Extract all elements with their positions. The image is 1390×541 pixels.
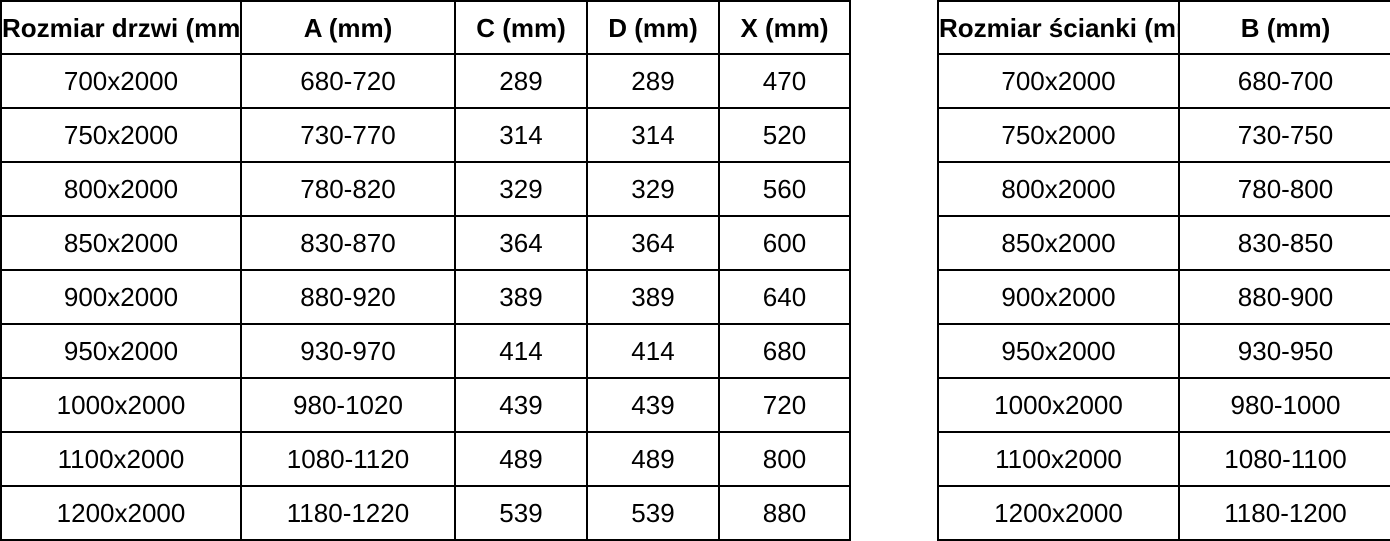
table-row: 1000x2000 980-1000 — [937, 377, 1390, 433]
table-row: 700x2000 680-720 289 289 470 — [0, 53, 851, 109]
table-cell: 1100x2000 — [0, 431, 242, 487]
table-cell: 489 — [454, 431, 588, 487]
table-cell: 539 — [586, 485, 720, 541]
table-cell: 930-970 — [240, 323, 456, 379]
column-header: A (mm) — [240, 0, 456, 55]
table-cell: 680 — [718, 323, 851, 379]
table-cell: 470 — [718, 53, 851, 109]
table-row: 950x2000 930-950 — [937, 323, 1390, 379]
table-row: 800x2000 780-820 329 329 560 — [0, 161, 851, 217]
table-cell: 289 — [586, 53, 720, 109]
table-cell: 980-1020 — [240, 377, 456, 433]
column-header: C (mm) — [454, 0, 588, 55]
table-row: 900x2000 880-900 — [937, 269, 1390, 325]
table-cell: 289 — [454, 53, 588, 109]
table-row: 700x2000 680-700 — [937, 53, 1390, 109]
table-cell: 750x2000 — [937, 107, 1180, 163]
table-cell: 900x2000 — [937, 269, 1180, 325]
table-row: 800x2000 780-800 — [937, 161, 1390, 217]
table-cell: 720 — [718, 377, 851, 433]
table-cell: 640 — [718, 269, 851, 325]
table-cell: 900x2000 — [0, 269, 242, 325]
table-row: 850x2000 830-850 — [937, 215, 1390, 271]
table-cell: 880 — [718, 485, 851, 541]
table-cell: 314 — [454, 107, 588, 163]
table-cell: 600 — [718, 215, 851, 271]
door-dimensions-table: Rozmiar drzwi (mm) A (mm) C (mm) D (mm) X (m… — [0, 0, 851, 541]
table-cell: 880-920 — [240, 269, 456, 325]
table-cell: 439 — [586, 377, 720, 433]
table-row: 950x2000 930-970 414 414 680 — [0, 323, 851, 379]
table-cell: 389 — [454, 269, 588, 325]
table-cell: 1080-1100 — [1178, 431, 1390, 487]
table-cell: 700x2000 — [0, 53, 242, 109]
table-cell: 1000x2000 — [0, 377, 242, 433]
table-cell: 364 — [586, 215, 720, 271]
table-cell: 539 — [454, 485, 588, 541]
column-header: Rozmiar drzwi (mm) — [0, 0, 242, 55]
table-cell: 1100x2000 — [937, 431, 1180, 487]
table-cell: 850x2000 — [0, 215, 242, 271]
table-cell: 364 — [454, 215, 588, 271]
table-cell: 980-1000 — [1178, 377, 1390, 433]
table-cell: 800 — [718, 431, 851, 487]
table-row: 750x2000 730-770 314 314 520 — [0, 107, 851, 163]
table-cell: 439 — [454, 377, 588, 433]
column-header: Rozmiar ścianki (mm) — [937, 0, 1180, 55]
table-cell: 850x2000 — [937, 215, 1180, 271]
table-cell: 560 — [718, 161, 851, 217]
table-cell: 780-800 — [1178, 161, 1390, 217]
door-table-header-row: Rozmiar drzwi (mm) A (mm) C (mm) D (mm) X (m… — [0, 0, 851, 55]
table-cell: 780-820 — [240, 161, 456, 217]
table-cell: 1180-1220 — [240, 485, 456, 541]
wall-panel-dimensions-table: Rozmiar ścianki (mm)B (mm) 700x2000680-7… — [937, 0, 1390, 541]
table-cell: 680-700 — [1178, 53, 1390, 109]
table-cell: 1080-1120 — [240, 431, 456, 487]
table-cell: 1200x2000 — [0, 485, 242, 541]
table-cell: 830-870 — [240, 215, 456, 271]
table-cell: 730-770 — [240, 107, 456, 163]
table-row: 1100x2000 1080-1120 489 489 800 — [0, 431, 851, 487]
table-row: 1200x2000 1180-1200 — [937, 485, 1390, 541]
column-header: B (mm) — [1178, 0, 1390, 55]
table-cell: 329 — [454, 161, 588, 217]
table-cell: 389 — [586, 269, 720, 325]
table-cell: 950x2000 — [0, 323, 242, 379]
table-cell: 314 — [586, 107, 720, 163]
column-header: X (mm) — [718, 0, 851, 55]
table-cell: 930-950 — [1178, 323, 1390, 379]
table-cell: 950x2000 — [937, 323, 1180, 379]
table-cell: 1200x2000 — [937, 485, 1180, 541]
table-cell: 750x2000 — [0, 107, 242, 163]
table-cell: 800x2000 — [0, 161, 242, 217]
table-cell: 730-750 — [1178, 107, 1390, 163]
column-header: D (mm) — [586, 0, 720, 55]
table-row: 850x2000 830-870 364 364 600 — [0, 215, 851, 271]
table-row: 1200x2000 1180-1220 539 539 880 — [0, 485, 851, 541]
table-cell: 489 — [586, 431, 720, 487]
table-cell: 1000x2000 — [937, 377, 1180, 433]
table-cell: 414 — [586, 323, 720, 379]
table-cell: 830-850 — [1178, 215, 1390, 271]
table-row: 1000x2000 980-1020 439 439 720 — [0, 377, 851, 433]
wall-table-header-row: Rozmiar ścianki (mm)B (mm) — [937, 0, 1390, 55]
table-cell: 880-900 — [1178, 269, 1390, 325]
table-cell: 800x2000 — [937, 161, 1180, 217]
table-cell: 520 — [718, 107, 851, 163]
table-row: 1100x2000 1080-1100 — [937, 431, 1390, 487]
table-cell: 680-720 — [240, 53, 456, 109]
table-cell: 700x2000 — [937, 53, 1180, 109]
table-cell: 414 — [454, 323, 588, 379]
table-row: 750x2000 730-750 — [937, 107, 1390, 163]
table-cell: 329 — [586, 161, 720, 217]
table-row: 900x2000 880-920 389 389 640 — [0, 269, 851, 325]
table-cell: 1180-1200 — [1178, 485, 1390, 541]
